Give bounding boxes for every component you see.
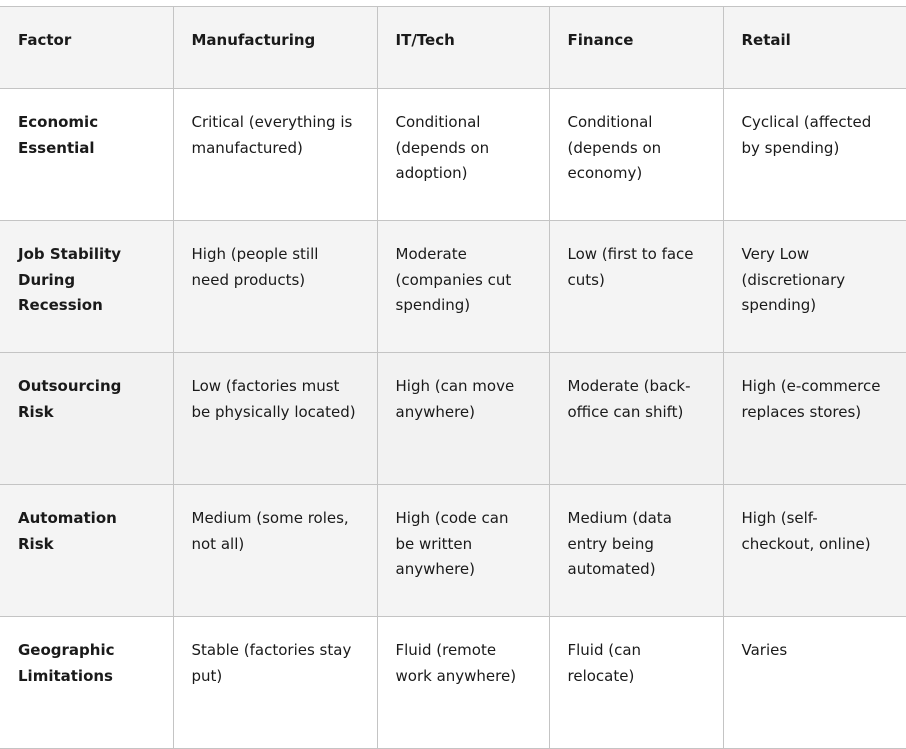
table-cell: Critical (everything is manufactured)	[172, 88, 378, 221]
table-cell: Varies	[722, 616, 906, 749]
table-cell: Cyclical (affected by spending)	[722, 88, 906, 221]
table-row: Outsourcing Risk Low (factories must be …	[0, 352, 906, 485]
table-row: Automation Risk Medium (some roles, not …	[0, 484, 906, 617]
table-cell: High (people still need products)	[172, 220, 378, 353]
factor-cell: Job Stability During Recession	[0, 220, 174, 353]
table-cell: Very Low (discretionary spending)	[722, 220, 906, 353]
table-cell: Moderate (companies cut spending)	[376, 220, 550, 353]
header-it-tech: IT/Tech	[376, 6, 550, 89]
table-row: Economic Essential Critical (everything …	[0, 88, 906, 221]
table-cell: Low (first to face cuts)	[548, 220, 724, 353]
table-cell: Low (factories must be physically locate…	[172, 352, 378, 485]
table-cell: Conditional (depends on adoption)	[376, 88, 550, 221]
table-cell: Moderate (back-office can shift)	[548, 352, 724, 485]
table-cell: High (can move anywhere)	[376, 352, 550, 485]
table-row: Geographic Limitations Stable (factories…	[0, 616, 906, 749]
comparison-table: Factor Manufacturing IT/Tech Finance Ret…	[0, 6, 906, 749]
factor-cell: Economic Essential	[0, 88, 174, 221]
table-cell: Stable (factories stay put)	[172, 616, 378, 749]
header-retail: Retail	[722, 6, 906, 89]
table-cell: High (code can be written anywhere)	[376, 484, 550, 617]
table-cell: Medium (some roles, not all)	[172, 484, 378, 617]
table-cell: Conditional (depends on economy)	[548, 88, 724, 221]
factor-cell: Automation Risk	[0, 484, 174, 617]
table-cell: High (self-checkout, online)	[722, 484, 906, 617]
header-finance: Finance	[548, 6, 724, 89]
header-manufacturing: Manufacturing	[172, 6, 378, 89]
factor-cell: Geographic Limitations	[0, 616, 174, 749]
header-row: Factor Manufacturing IT/Tech Finance Ret…	[0, 6, 906, 89]
table-cell: Medium (data entry being automated)	[548, 484, 724, 617]
table-cell: Fluid (remote work anywhere)	[376, 616, 550, 749]
header-factor: Factor	[0, 6, 174, 89]
table-cell: High (e-commerce replaces stores)	[722, 352, 906, 485]
table-row: Job Stability During Recession High (peo…	[0, 220, 906, 353]
table-cell: Fluid (can relocate)	[548, 616, 724, 749]
factor-cell: Outsourcing Risk	[0, 352, 174, 485]
